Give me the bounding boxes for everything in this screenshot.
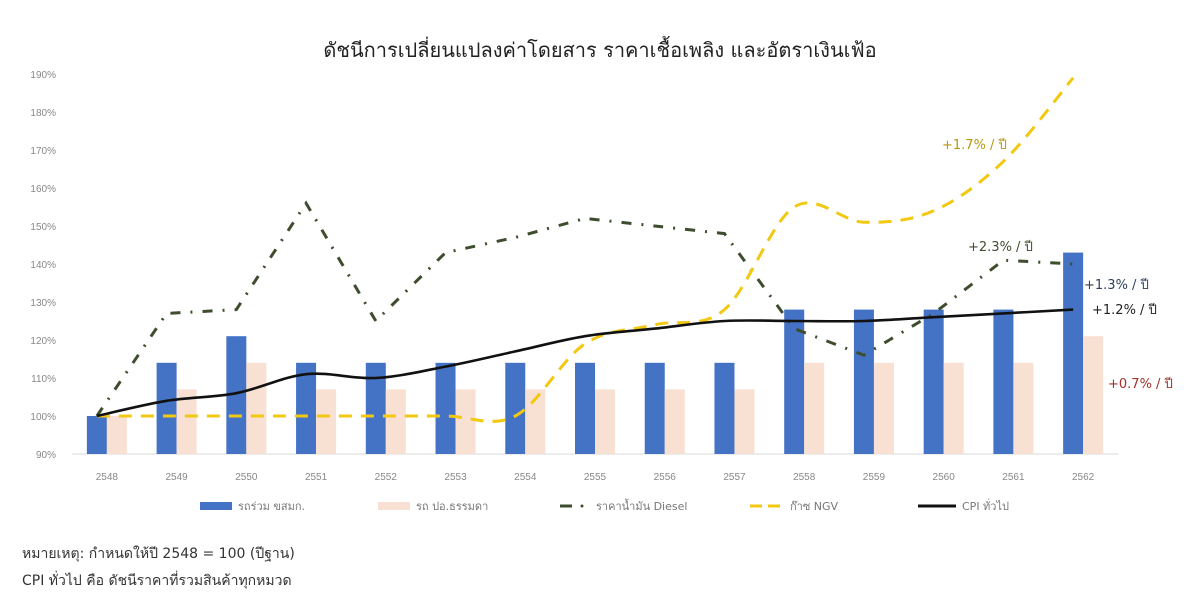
bar — [943, 362, 964, 454]
x-tick-label: 2560 — [933, 472, 956, 483]
bar — [525, 389, 546, 454]
dash-dot-line-icon — [560, 504, 584, 508]
annotation-diesel: +2.3% / ปี — [968, 239, 1033, 255]
bar — [156, 362, 177, 454]
y-tick-label: 160% — [30, 184, 56, 195]
x-tick-label: 2559 — [863, 472, 886, 483]
bar — [664, 389, 685, 454]
x-tick-label: 2553 — [444, 472, 467, 483]
bar — [853, 309, 874, 454]
bar — [923, 309, 944, 454]
x-tick-label: 2562 — [1072, 472, 1095, 483]
legend-swatch — [200, 502, 232, 510]
y-tick-label: 90% — [36, 450, 56, 461]
bar — [246, 362, 267, 454]
legend-item-cpi: CPI ทั่วไป — [918, 497, 1009, 515]
bar — [1083, 336, 1104, 454]
bar — [873, 362, 894, 454]
legend-item-bus-regular: รถ ปอ.ธรรมดา — [378, 497, 488, 515]
legend-item-ngv: ก๊าซ NGV — [750, 497, 838, 515]
x-tick-label: 2549 — [165, 472, 188, 483]
legend-label: CPI ทั่วไป — [962, 500, 1009, 513]
bar — [86, 416, 107, 454]
y-tick-label: 170% — [30, 146, 56, 157]
bar — [595, 389, 615, 454]
y-tick-label: 130% — [30, 298, 56, 309]
legend-item-diesel: ราคาน้ำมัน Diesel — [560, 497, 687, 515]
annotation-bus_bmta: +1.3% / ปี — [1084, 277, 1149, 293]
y-tick-label: 100% — [30, 412, 56, 423]
legend-label: รถร่วม ขสมก. — [238, 500, 306, 513]
series-line — [96, 308, 1074, 418]
legend-item-bus-bmta: รถร่วม ขสมก. — [200, 497, 305, 515]
bar — [734, 389, 755, 454]
y-tick-label: 110% — [31, 374, 56, 385]
bar — [385, 389, 406, 454]
x-tick-label: 2548 — [96, 472, 119, 483]
bar — [993, 309, 1014, 454]
legend-swatch — [378, 502, 410, 510]
annotation-cpi: +1.2% / ปี — [1092, 302, 1157, 318]
chart-title: ดัชนีการเปลี่ยนแปลงค่าโดยสาร ราคาเชื้อเพ… — [323, 38, 877, 62]
annotation-bus_regular: +0.7% / ปี — [1108, 376, 1173, 392]
annotation-ngv: +1.7% / ปี — [942, 137, 1007, 153]
y-tick-label: 190% — [30, 70, 56, 81]
x-tick-label: 2557 — [723, 472, 746, 483]
bar — [505, 362, 526, 454]
x-tick-label: 2551 — [305, 472, 328, 483]
bar — [106, 416, 127, 454]
x-tick-label: 2556 — [654, 472, 677, 483]
bar — [316, 389, 337, 454]
bar — [714, 362, 735, 454]
y-tick-label: 140% — [30, 260, 56, 271]
dashed-line-icon — [750, 504, 784, 508]
bar — [575, 362, 595, 454]
bar — [455, 389, 476, 454]
solid-line-icon — [918, 504, 956, 508]
chart-plot: 90% 100% 110% 120% 130% 140% 150% 160% 170% 180% 1… — [30, 70, 1173, 483]
bar — [1063, 252, 1084, 454]
note-base-year: หมายเหตุ: กำหนดให้ปี 2548 = 100 (ปีฐาน) — [22, 546, 295, 562]
y-tick-label: 180% — [30, 108, 56, 119]
bar — [296, 362, 317, 454]
x-tick-label: 2555 — [584, 472, 607, 483]
bar — [1013, 362, 1034, 454]
x-tick-label: 2550 — [235, 472, 258, 483]
bar — [804, 362, 825, 454]
legend: รถร่วม ขสมก. รถ ปอ.ธรรมดา ราคาน้ำมัน Die… — [0, 497, 1200, 517]
bar — [365, 362, 386, 454]
bar — [644, 362, 665, 454]
x-tick-label: 2554 — [514, 472, 537, 483]
y-tick-label: 120% — [30, 336, 56, 347]
x-tick-label: 2552 — [375, 472, 398, 483]
x-tick-label: 2561 — [1002, 472, 1025, 483]
legend-label: ราคาน้ำมัน Diesel — [596, 500, 688, 513]
legend-label: ก๊าซ NGV — [790, 500, 839, 513]
bar — [226, 336, 247, 454]
bar — [435, 362, 456, 454]
x-tick-label: 2558 — [793, 472, 816, 483]
legend-label: รถ ปอ.ธรรมดา — [416, 500, 489, 513]
bar — [784, 309, 805, 454]
bar — [176, 389, 197, 454]
series-line — [96, 76, 1075, 423]
note-cpi-definition: CPI ทั่วไป คือ ดัชนีราคาที่รวมสินค้าทุกห… — [22, 573, 292, 589]
y-tick-label: 150% — [30, 222, 56, 233]
